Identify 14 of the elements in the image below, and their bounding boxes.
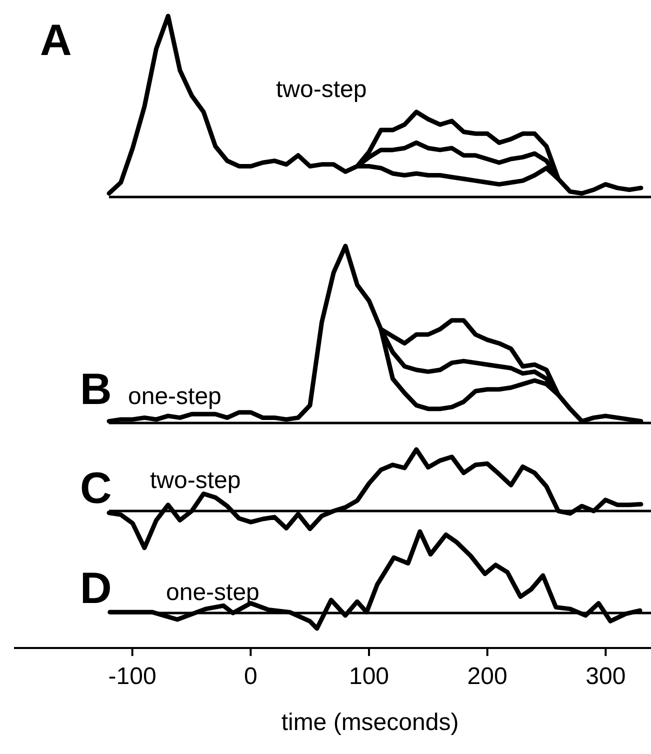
x-tick-label: 100 bbox=[348, 663, 390, 690]
annotation: two-step bbox=[150, 467, 241, 494]
text: B bbox=[80, 365, 112, 414]
chart-title: C bbox=[80, 464, 112, 513]
annotation: two-step bbox=[276, 76, 367, 103]
annotation: one-step bbox=[128, 383, 222, 410]
annotation: one-step bbox=[166, 579, 260, 606]
x-tick-label: 300 bbox=[586, 663, 626, 690]
x-axis-title: time (mseconds) bbox=[281, 709, 459, 736]
x-tick-label: 200 bbox=[467, 663, 508, 690]
chart-title: A bbox=[40, 16, 72, 65]
text: D bbox=[80, 564, 112, 613]
x-tick-label: 0 bbox=[244, 663, 258, 690]
x-tick-label: -100 bbox=[108, 663, 156, 690]
